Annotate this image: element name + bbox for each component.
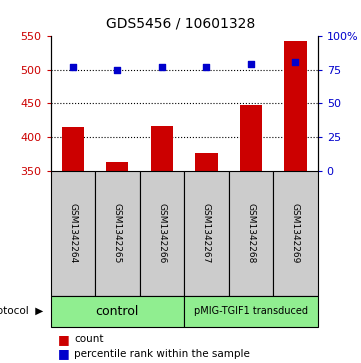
Text: pMIG-TGIF1 transduced: pMIG-TGIF1 transduced <box>194 306 308 316</box>
Text: GSM1342267: GSM1342267 <box>202 203 211 264</box>
Bar <box>51 296 184 327</box>
Text: GSM1342265: GSM1342265 <box>113 203 122 264</box>
Point <box>114 67 120 73</box>
Bar <box>95 171 140 296</box>
Text: GSM1342264: GSM1342264 <box>68 203 77 263</box>
Text: GSM1342266: GSM1342266 <box>157 203 166 264</box>
Text: control: control <box>96 305 139 318</box>
Text: count: count <box>74 334 104 344</box>
Bar <box>62 127 84 171</box>
Text: GSM1342268: GSM1342268 <box>247 203 255 264</box>
Bar <box>184 171 229 296</box>
Bar <box>240 106 262 171</box>
Bar <box>229 171 273 296</box>
Point <box>248 61 254 67</box>
Bar <box>195 153 217 171</box>
Bar <box>184 296 318 327</box>
Text: GDS5456 / 10601328: GDS5456 / 10601328 <box>106 16 255 30</box>
Bar <box>284 41 306 171</box>
Point <box>204 64 209 69</box>
Text: percentile rank within the sample: percentile rank within the sample <box>74 349 250 359</box>
Point <box>70 64 76 69</box>
Text: ■: ■ <box>58 347 74 360</box>
Bar <box>151 126 173 171</box>
Point <box>159 64 165 69</box>
Bar <box>140 171 184 296</box>
Bar <box>273 171 318 296</box>
Bar <box>106 162 129 171</box>
Text: ■: ■ <box>58 333 74 346</box>
Text: protocol  ▶: protocol ▶ <box>0 306 43 316</box>
Text: GSM1342269: GSM1342269 <box>291 203 300 264</box>
Point <box>292 59 298 65</box>
Bar <box>51 171 95 296</box>
